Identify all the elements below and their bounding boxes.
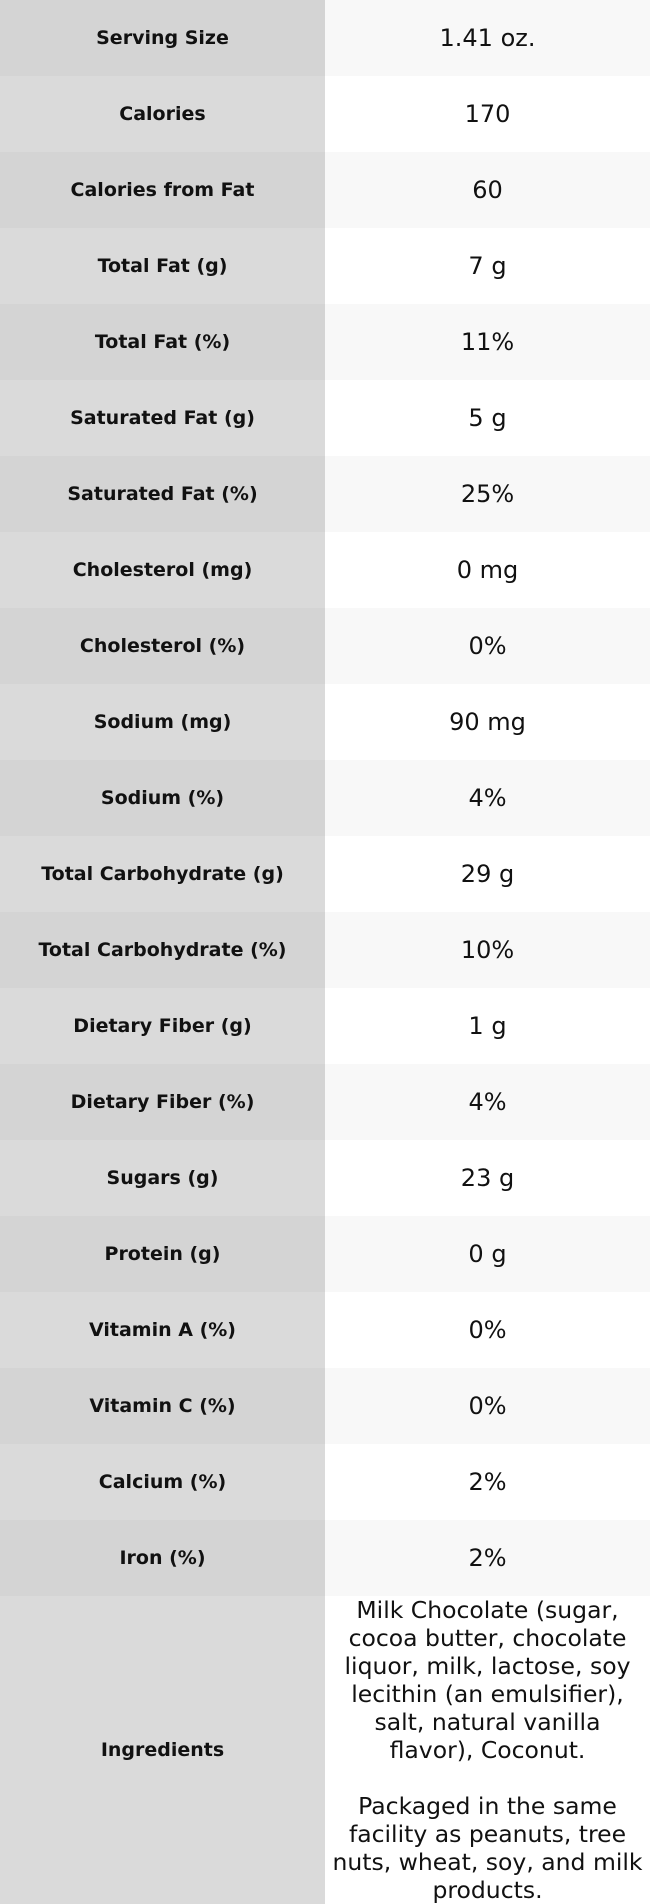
row-label: Iron (%) bbox=[0, 1520, 325, 1596]
row-label: Vitamin A (%) bbox=[0, 1292, 325, 1368]
row-value: 2% bbox=[325, 1444, 650, 1520]
row-label: Total Carbohydrate (%) bbox=[0, 912, 325, 988]
table-row: Calories from Fat 60 bbox=[0, 152, 650, 228]
row-value: 5 g bbox=[325, 380, 650, 456]
table-row: Sodium (mg) 90 mg bbox=[0, 684, 650, 760]
table-row: Calories 170 bbox=[0, 76, 650, 152]
table-row: Total Carbohydrate (g) 29 g bbox=[0, 836, 650, 912]
table-row: Calcium (%) 2% bbox=[0, 1444, 650, 1520]
row-label: Dietary Fiber (g) bbox=[0, 988, 325, 1064]
table-row: Dietary Fiber (%) 4% bbox=[0, 1064, 650, 1140]
row-label: Dietary Fiber (%) bbox=[0, 1064, 325, 1140]
row-label: Ingredients bbox=[0, 1596, 325, 1904]
row-value: 170 bbox=[325, 76, 650, 152]
row-value: 23 g bbox=[325, 1140, 650, 1216]
row-label: Total Fat (g) bbox=[0, 228, 325, 304]
table-row: Total Fat (g) 7 g bbox=[0, 228, 650, 304]
row-value: 0% bbox=[325, 1368, 650, 1444]
row-label: Calcium (%) bbox=[0, 1444, 325, 1520]
row-value: 60 bbox=[325, 152, 650, 228]
table-row: Saturated Fat (g) 5 g bbox=[0, 380, 650, 456]
table-row: Sodium (%) 4% bbox=[0, 760, 650, 836]
row-value: 29 g bbox=[325, 836, 650, 912]
ingredients-value: Milk Chocolate (sugar, cocoa butter, cho… bbox=[325, 1596, 650, 1904]
row-value: 7 g bbox=[325, 228, 650, 304]
table-row: Total Carbohydrate (%) 10% bbox=[0, 912, 650, 988]
row-value: 0% bbox=[325, 608, 650, 684]
table-row: Vitamin A (%) 0% bbox=[0, 1292, 650, 1368]
row-label: Sugars (g) bbox=[0, 1140, 325, 1216]
row-value: 4% bbox=[325, 760, 650, 836]
table-row: Saturated Fat (%) 25% bbox=[0, 456, 650, 532]
row-label: Total Fat (%) bbox=[0, 304, 325, 380]
row-label: Saturated Fat (%) bbox=[0, 456, 325, 532]
row-label: Calories bbox=[0, 76, 325, 152]
row-label: Serving Size bbox=[0, 0, 325, 76]
row-value: 2% bbox=[325, 1520, 650, 1596]
row-label: Sodium (mg) bbox=[0, 684, 325, 760]
table-row: Ingredients Milk Chocolate (sugar, cocoa … bbox=[0, 1596, 650, 1904]
table-row: Dietary Fiber (g) 1 g bbox=[0, 988, 650, 1064]
table-row: Iron (%) 2% bbox=[0, 1520, 650, 1596]
row-value: 4% bbox=[325, 1064, 650, 1140]
row-label: Total Carbohydrate (g) bbox=[0, 836, 325, 912]
row-value: 0 g bbox=[325, 1216, 650, 1292]
row-value: 10% bbox=[325, 912, 650, 988]
table-row: Cholesterol (%) 0% bbox=[0, 608, 650, 684]
table-row: Protein (g) 0 g bbox=[0, 1216, 650, 1292]
ingredients-paragraph: Packaged in the same facility as peanuts… bbox=[332, 1792, 643, 1904]
row-value: 11% bbox=[325, 304, 650, 380]
row-value: 25% bbox=[325, 456, 650, 532]
row-label: Calories from Fat bbox=[0, 152, 325, 228]
row-label: Cholesterol (%) bbox=[0, 608, 325, 684]
row-label: Saturated Fat (g) bbox=[0, 380, 325, 456]
row-value: 1 g bbox=[325, 988, 650, 1064]
row-value: 0% bbox=[325, 1292, 650, 1368]
row-value: 1.41 oz. bbox=[325, 0, 650, 76]
row-label: Sodium (%) bbox=[0, 760, 325, 836]
row-label: Protein (g) bbox=[0, 1216, 325, 1292]
table-row: Sugars (g) 23 g bbox=[0, 1140, 650, 1216]
ingredients-paragraph: Milk Chocolate (sugar, cocoa butter, cho… bbox=[344, 1596, 631, 1764]
table-row: Total Fat (%) 11% bbox=[0, 304, 650, 380]
table-row: Vitamin C (%) 0% bbox=[0, 1368, 650, 1444]
row-label: Cholesterol (mg) bbox=[0, 532, 325, 608]
row-label: Vitamin C (%) bbox=[0, 1368, 325, 1444]
row-value: 0 mg bbox=[325, 532, 650, 608]
row-value: 90 mg bbox=[325, 684, 650, 760]
table-row: Cholesterol (mg) 0 mg bbox=[0, 532, 650, 608]
table-row: Serving Size 1.41 oz. bbox=[0, 0, 650, 76]
